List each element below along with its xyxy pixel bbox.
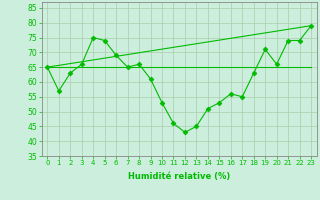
X-axis label: Humidité relative (%): Humidité relative (%) — [128, 172, 230, 181]
